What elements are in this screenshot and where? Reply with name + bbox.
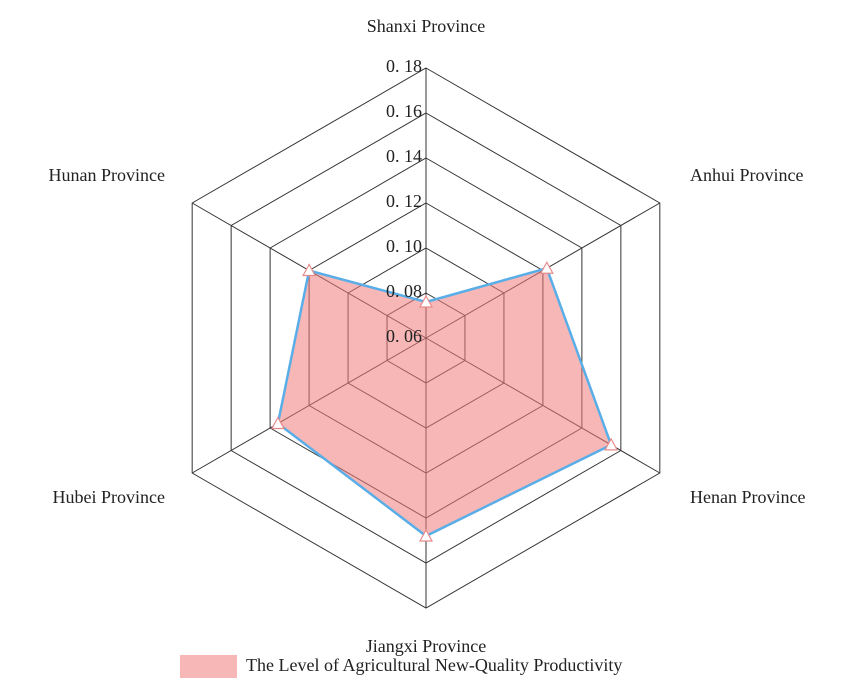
category-label: Shanxi Province xyxy=(367,16,486,36)
data-point xyxy=(539,260,554,274)
tick-label: 0. 10 xyxy=(386,236,422,256)
data-point xyxy=(604,437,619,451)
data-point xyxy=(418,528,434,542)
legend-swatch xyxy=(180,655,237,678)
category-label: Hubei Province xyxy=(53,487,165,507)
category-label: Henan Province xyxy=(690,487,805,507)
tick-label: 0. 12 xyxy=(386,191,422,211)
data-point xyxy=(302,263,317,277)
tick-label: 0. 08 xyxy=(386,281,422,301)
data-point xyxy=(270,416,285,430)
tick-label: 0. 14 xyxy=(386,146,422,166)
category-label: Jiangxi Province xyxy=(366,636,486,656)
tick-label: 0. 16 xyxy=(386,101,422,121)
category-label: Hunan Province xyxy=(49,165,165,185)
category-label: Anhui Province xyxy=(690,165,803,185)
data-point xyxy=(418,294,434,308)
tick-label: 0. 18 xyxy=(386,56,422,76)
legend-label: The Level of Agricultural New-Quality Pr… xyxy=(246,655,622,675)
radar-area xyxy=(276,266,613,538)
tick-label: 0. 06 xyxy=(386,326,422,346)
